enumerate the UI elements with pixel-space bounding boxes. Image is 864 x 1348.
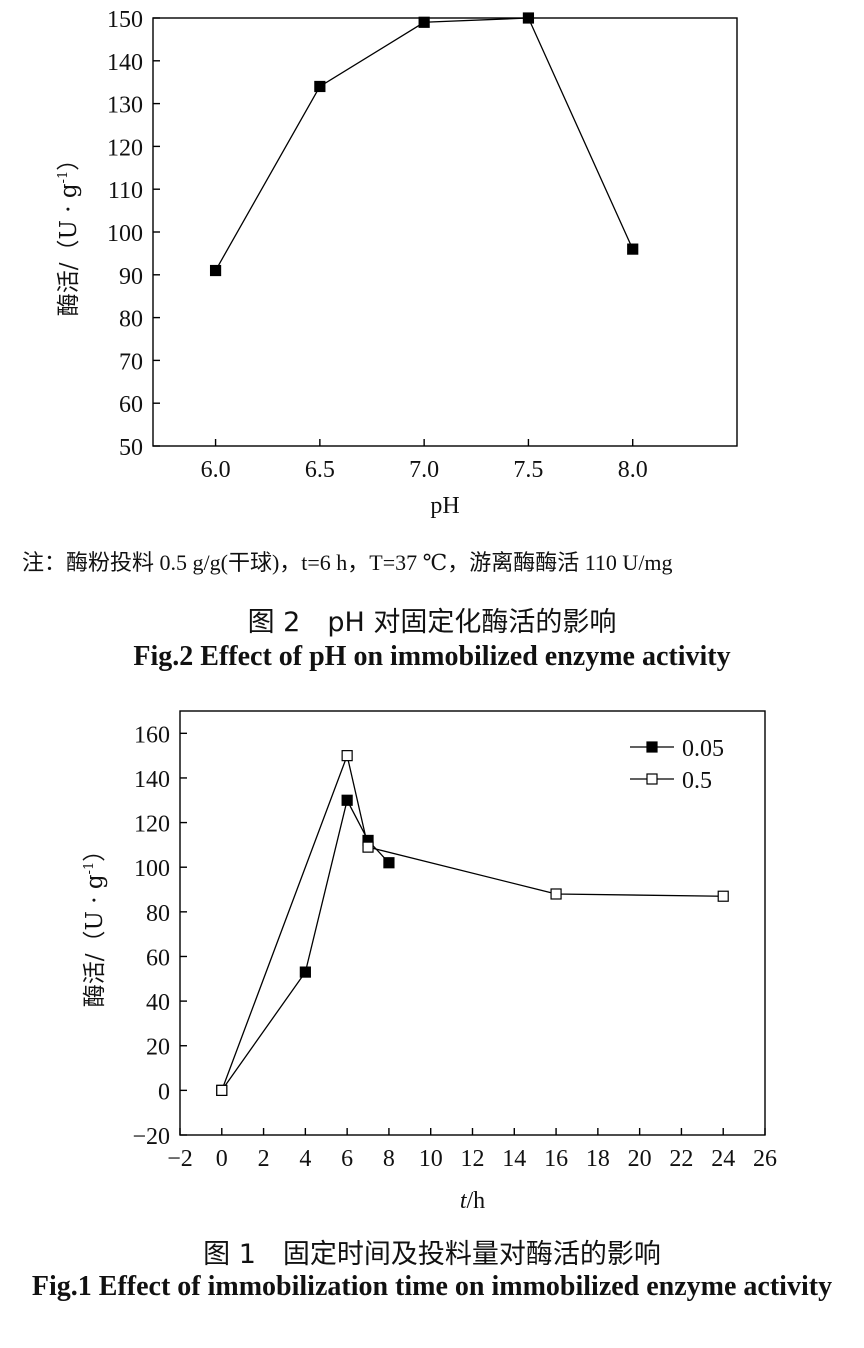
- x-tick-label: 24: [711, 1146, 735, 1172]
- chart-ph-effect: 6.0 6.5 7.0 7.5 8.0 50 60 70 80 90 100 110 120 130 140…: [56, 7, 738, 519]
- data-point-0: [522, 12, 535, 24]
- y-tick-label: 110: [108, 178, 143, 204]
- data-point-0: [418, 16, 430, 28]
- y-tick-label: 140: [107, 50, 143, 76]
- x-tick-label: 0: [216, 1146, 228, 1172]
- y-axis-label: 酶活/（U · g-1）: [56, 148, 82, 316]
- figure-2-caption-chinese: 图 2 pH 对固定化酶活的影响: [247, 607, 617, 638]
- y-tick-label: 20: [146, 1035, 170, 1061]
- y-tick-label: 140: [134, 767, 170, 793]
- y-tick-label: 80: [146, 901, 170, 927]
- x-tick-label: 22: [669, 1146, 693, 1172]
- data-point-0.05: [299, 966, 311, 978]
- y-tick-label: 160: [134, 722, 170, 748]
- x-axis-label: t/h: [460, 1188, 485, 1214]
- y-tick-label: 120: [107, 135, 143, 161]
- y-tick-label: 120: [134, 812, 170, 838]
- y-tick-label: 130: [107, 93, 143, 119]
- plot-frame: [179, 710, 766, 1136]
- legend-label-0.05: 0.05: [682, 736, 724, 762]
- x-tick-label: 8: [383, 1146, 395, 1172]
- y-tick-label: 40: [146, 990, 170, 1016]
- x-tick-label: 26: [753, 1146, 777, 1172]
- y-tick-label: 100: [107, 221, 143, 247]
- figure-note: 注：酶粉投料 0.5 g/g(干球)，t=6 h，T=37 ℃，游离酶酶活 11…: [22, 550, 673, 575]
- x-tick-label: 6.5: [305, 457, 335, 483]
- chart-time-effect: −2 0 2 4 6 8 10 12 14 16 18 20 22 24 26−20020406080100…: [82, 710, 777, 1214]
- y-tick-label: 50: [119, 435, 143, 461]
- y-tick-label: 80: [119, 307, 143, 333]
- x-tick-label: 6: [341, 1146, 353, 1172]
- x-axis-label: pH: [430, 493, 459, 519]
- y-tick-label: 100: [134, 856, 170, 882]
- y-tick-label: −20: [132, 1124, 170, 1150]
- y-axis-label: 酶活/（U · g-1）: [82, 839, 108, 1007]
- y-tick-label: 150: [107, 7, 143, 33]
- data-point-0.5: [717, 890, 729, 902]
- x-tick-label: 16: [544, 1146, 568, 1172]
- y-tick-label: 60: [146, 945, 170, 971]
- data-point-0.5: [550, 888, 562, 900]
- x-tick-label: 6.0: [201, 457, 231, 483]
- y-tick-label: 0: [158, 1079, 170, 1105]
- x-tick-label: 2: [258, 1146, 270, 1172]
- x-tick-label: 4: [299, 1146, 311, 1172]
- x-tick-label: 7.0: [409, 457, 439, 483]
- x-tick-label: 18: [586, 1146, 610, 1172]
- legend-marker: [646, 773, 658, 785]
- plot-frame: [152, 17, 738, 447]
- x-tick-label: 10: [419, 1146, 443, 1172]
- y-tick-label: 90: [119, 264, 143, 290]
- x-tick-label: 8.0: [618, 457, 648, 483]
- data-point-0.5: [362, 841, 374, 853]
- data-point-0.5: [341, 750, 353, 762]
- data-point-0: [209, 264, 222, 277]
- legend-label-0.5: 0.5: [682, 768, 712, 794]
- figure-1-caption-chinese: 图 1 固定时间及投料量对酶活的影响: [203, 1239, 661, 1270]
- x-tick-label: 20: [628, 1146, 652, 1172]
- legend-marker: [646, 741, 658, 753]
- figure-2-caption-english: Fig.2 Effect of pH on immobilized enzyme…: [133, 641, 731, 672]
- x-tick-label: 7.5: [513, 457, 543, 483]
- figure-1-caption-english: Fig.1 Effect of immobilization time on i…: [31, 1271, 833, 1302]
- data-point-0: [314, 80, 326, 93]
- x-tick-label: −2: [167, 1146, 193, 1172]
- x-tick-label: 14: [502, 1146, 526, 1172]
- series-line-0.5: [221, 753, 724, 1091]
- data-point-0: [627, 243, 639, 255]
- data-point-0.5: [216, 1084, 228, 1096]
- x-tick-label: 12: [461, 1146, 485, 1172]
- data-point-0.05: [383, 857, 395, 869]
- data-point-0.05: [341, 794, 353, 806]
- series-line-0: [215, 17, 634, 271]
- y-tick-label: 70: [119, 349, 143, 375]
- y-tick-label: 60: [119, 392, 143, 418]
